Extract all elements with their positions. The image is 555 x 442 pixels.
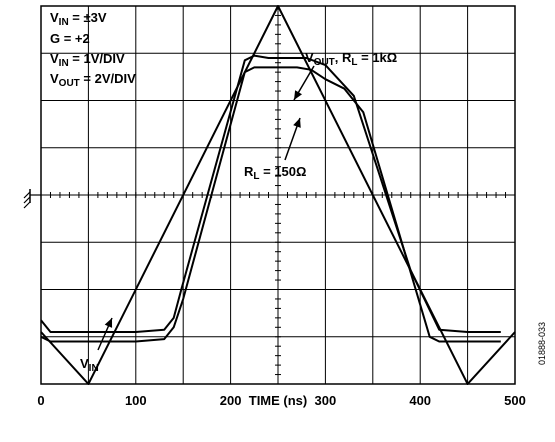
- x-tick-label: 300: [315, 393, 337, 408]
- trace-vout-1k: [40, 54, 501, 333]
- plot-grid: [40, 5, 516, 385]
- trace-rl-150: [40, 66, 501, 343]
- ground-symbol: [23, 189, 41, 209]
- x-tick-label: 0: [37, 393, 44, 408]
- annotation-arrows: [97, 65, 315, 351]
- x-tick-labels: 0 100 200 300 400 500: [37, 393, 525, 408]
- label-rl-150: RL = 150Ω: [244, 164, 306, 182]
- annotation-vin-supply: VIN = ±3V: [50, 10, 107, 28]
- arrow-vout-1k-head: [294, 90, 303, 100]
- label-vin: VIN: [80, 356, 99, 374]
- label-vout-1k: VOUT, RL = 1kΩ: [305, 50, 397, 68]
- x-tick-label: 100: [125, 393, 147, 408]
- ground-hatch: [23, 196, 31, 204]
- annotation-gain: G = +2: [50, 31, 90, 46]
- arrow-vin-head: [104, 318, 113, 328]
- arrow-rl-150-head: [293, 118, 301, 128]
- ground-hatch: [23, 201, 31, 209]
- x-axis-title: TIME (ns): [249, 393, 308, 408]
- trace-vin: [40, 5, 516, 385]
- ground-hatch: [23, 191, 31, 199]
- annotation-vin-scale: VIN = 1V/DIV: [50, 51, 125, 69]
- x-tick-label: 500: [504, 393, 526, 408]
- annotation-vout-scale: VOUT = 2V/DIV: [50, 71, 136, 89]
- x-tick-label: 200: [220, 393, 242, 408]
- x-tick-label: 400: [409, 393, 431, 408]
- traces: [40, 5, 516, 385]
- figure-id: 01888-033: [537, 322, 547, 365]
